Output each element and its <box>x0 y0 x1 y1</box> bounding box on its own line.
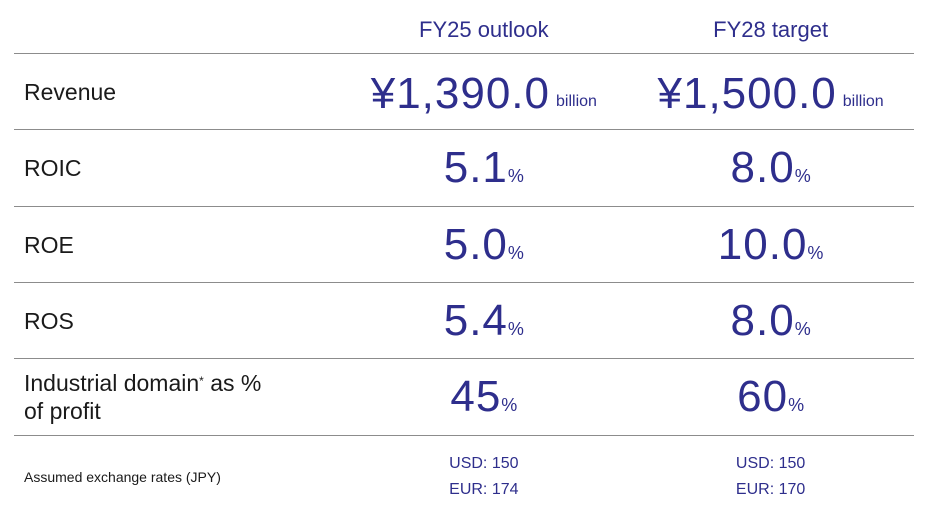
ros-fy25-cell: 5.4% <box>340 296 627 346</box>
fy28-rates-cell: USD: 150 EUR: 170 <box>627 451 914 503</box>
revenue-fy25-unit: billion <box>556 92 597 110</box>
header-fy28: FY28 target <box>713 16 829 42</box>
row-label-ros: ROS <box>24 307 74 334</box>
roic-row: ROIC 5.1% 8.0% <box>14 130 914 207</box>
fy25-rates-cell: USD: 150 EUR: 174 <box>340 451 627 503</box>
industrial-fy28-unit: % <box>788 395 805 415</box>
fy28-eur-rate: EUR: 170 <box>735 481 806 498</box>
row-label-exchange: Assumed exchange rates (JPY) <box>24 469 221 485</box>
ros-fy25-value: 5.4 <box>443 295 508 345</box>
roe-fy25-unit: % <box>507 242 524 263</box>
industrial-fy25-unit: % <box>501 395 518 415</box>
revenue-fy28-unit: billion <box>842 92 884 110</box>
revenue-fy25-cell: ¥1,390.0 billion <box>340 67 627 118</box>
ros-fy25-unit: % <box>507 318 524 339</box>
roe-fy28-unit: % <box>807 242 824 263</box>
revenue-row: Revenue ¥1,390.0 billion ¥1,500.0 billion <box>14 54 914 130</box>
industrial-fy28-cell: 60% <box>627 372 914 422</box>
roe-fy25-value: 5.0 <box>443 219 508 269</box>
industrial-label-post: as % <box>210 370 262 396</box>
revenue-fy28-value: ¥1,500.0 <box>657 68 837 118</box>
row-label-industrial: Industrial domain* as % of profit <box>14 369 340 425</box>
industrial-label-pre: Industrial domain <box>24 370 200 396</box>
revenue-fy28-cell: ¥1,500.0 billion <box>627 67 914 118</box>
exchange-rate-row: Assumed exchange rates (JPY) USD: 150 EU… <box>14 436 914 518</box>
row-label-roe: ROE <box>24 231 74 258</box>
ros-fy28-value: 8.0 <box>730 295 795 345</box>
ros-fy28-cell: 8.0% <box>627 296 914 346</box>
fy28-usd-rate: USD: 150 <box>735 455 806 472</box>
fy25-usd-rate: USD: 150 <box>449 455 519 472</box>
roic-fy28-unit: % <box>794 166 811 186</box>
industrial-fy25-value: 45 <box>450 372 502 421</box>
roic-fy25-unit: % <box>507 166 524 186</box>
roe-fy28-value: 10.0 <box>717 219 808 269</box>
header-row: FY25 outlook FY28 target <box>14 0 914 54</box>
ros-row: ROS 5.4% 8.0% <box>14 283 914 359</box>
industrial-fy28-value: 60 <box>737 372 789 421</box>
row-label-roic: ROIC <box>24 155 82 181</box>
row-label-revenue: Revenue <box>24 78 117 105</box>
industrial-row: Industrial domain* as % of profit 45% 60… <box>14 359 914 436</box>
kpi-table: FY25 outlook FY28 target Revenue ¥1,390.… <box>14 0 914 518</box>
industrial-label-footnote: * <box>199 374 204 388</box>
industrial-label-line2: of profit <box>24 398 101 424</box>
industrial-fy25-cell: 45% <box>340 372 627 422</box>
fy25-eur-rate: EUR: 174 <box>449 481 519 498</box>
revenue-fy25-value: ¥1,390.0 <box>370 68 550 118</box>
roe-row: ROE 5.0% 10.0% <box>14 207 914 283</box>
roic-fy25-cell: 5.1% <box>340 143 627 193</box>
roe-fy28-cell: 10.0% <box>627 220 914 270</box>
ros-fy28-unit: % <box>794 318 811 339</box>
header-fy25: FY25 outlook <box>419 16 549 42</box>
roic-fy25-value: 5.1 <box>443 143 508 192</box>
roe-fy25-cell: 5.0% <box>340 220 627 270</box>
roic-fy28-cell: 8.0% <box>627 143 914 193</box>
roic-fy28-value: 8.0 <box>730 143 795 192</box>
